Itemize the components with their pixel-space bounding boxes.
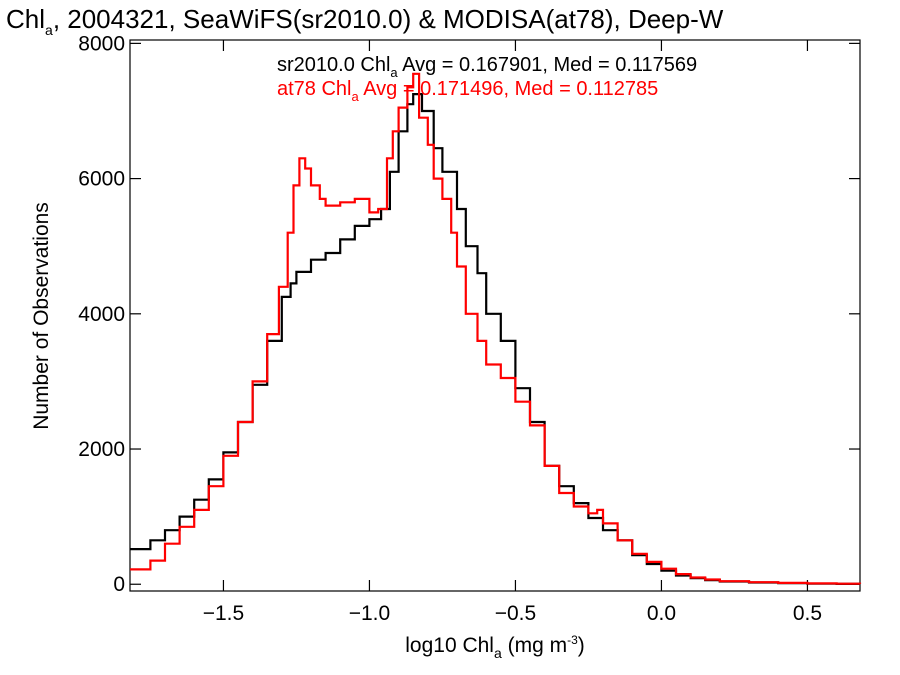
axis-ticks: −1.5 −1.0 −0.5 0.0 0.5 0 2000 4000 6000 8000 bbox=[78, 32, 860, 625]
y-tick-label: 4000 bbox=[78, 303, 125, 326]
annotation-at78-pre: at78 Chl bbox=[277, 78, 352, 100]
annotation-sr2010-pre: sr2010.0 Chl bbox=[277, 54, 390, 76]
y-axis-label: Number of Observations bbox=[30, 202, 53, 430]
x-tick-label: −0.5 bbox=[495, 602, 536, 625]
plot-frame bbox=[129, 39, 861, 592]
y-tick-label: 2000 bbox=[78, 438, 125, 461]
title-prefix: Chl bbox=[6, 4, 45, 34]
annotation-at78-sub: a bbox=[352, 89, 360, 104]
y-tick-label: 8000 bbox=[78, 32, 125, 55]
title-subscript: a bbox=[45, 22, 53, 38]
x-tick-label: −1.0 bbox=[349, 602, 390, 625]
series-line-sr2010 bbox=[130, 93, 860, 585]
title-rest: , 2004321, SeaWiFS(sr2010.0) & MODISA(at… bbox=[53, 4, 724, 34]
annotation-sr2010-sub: a bbox=[390, 65, 398, 80]
annotation-sr2010-post: Avg = 0.167901, Med = 0.117569 bbox=[398, 54, 698, 76]
annotation-at78-post: Avg = 0.171496, Med = 0.112785 bbox=[359, 78, 659, 100]
y-tick-label: 6000 bbox=[78, 168, 125, 191]
y-tick-label: 0 bbox=[113, 573, 125, 596]
x-axis-label-unit-sup: -3 bbox=[567, 633, 578, 647]
chart-title: Chla, 2004321, SeaWiFS(sr2010.0) & MODIS… bbox=[6, 4, 724, 38]
x-tick-label: 0.5 bbox=[793, 602, 822, 625]
data-series bbox=[130, 72, 862, 585]
annotation-sr2010: sr2010.0 Chla Avg = 0.167901, Med = 0.11… bbox=[277, 54, 697, 80]
x-axis-label-unit-close: ) bbox=[578, 634, 585, 657]
x-tick-label: 0.0 bbox=[647, 602, 676, 625]
x-tick-label: −1.5 bbox=[203, 602, 244, 625]
x-axis-label-prefix: log10 Chl bbox=[405, 634, 494, 657]
series-line-at78 bbox=[130, 72, 862, 585]
annotation-at78: at78 Chla Avg = 0.171496, Med = 0.112785 bbox=[277, 78, 658, 104]
x-axis-label: log10 Chla (mg m-3) bbox=[405, 633, 585, 661]
x-axis-label-unit-open: (mg m bbox=[502, 634, 567, 657]
x-axis-label-sub: a bbox=[494, 645, 502, 661]
